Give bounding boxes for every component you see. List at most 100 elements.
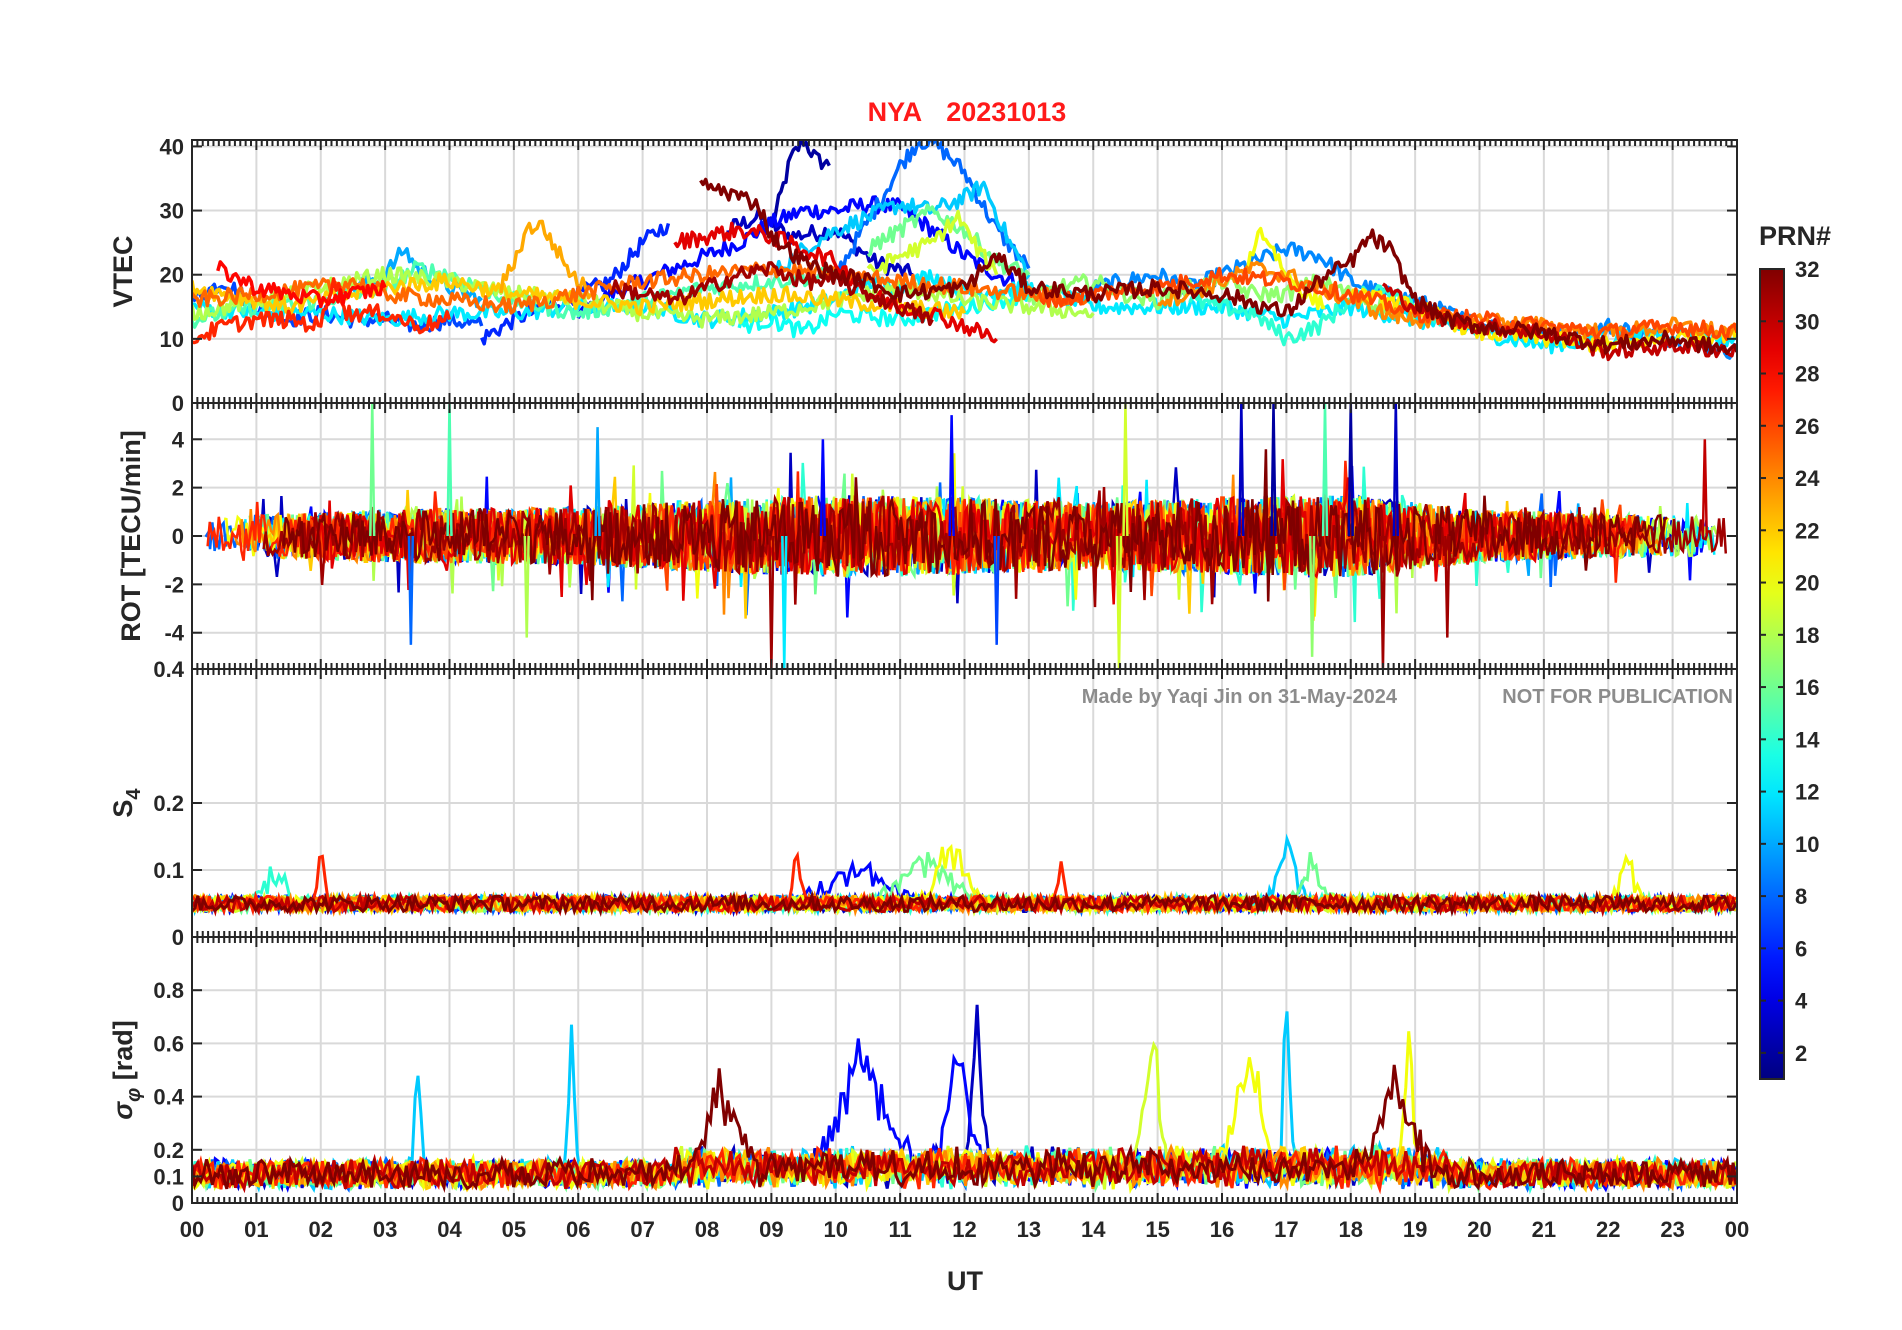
x-tick-label: 07 [630, 1217, 654, 1242]
x-tick-label: 21 [1532, 1217, 1556, 1242]
x-tick-label: 05 [502, 1217, 526, 1242]
rot-spike [1238, 403, 1245, 537]
panel-s4: 0 0.1 0.2 0.4 S4 [108, 657, 1738, 950]
x-axis: 00 01 02 03 04 05 06 07 08 09 10 11 12 13 14 15 16 17 18 19… [180, 1217, 1749, 1242]
vtec-series-prn-5 [576, 195, 1031, 319]
x-tick-label: 01 [244, 1217, 268, 1242]
x-tick-label: 03 [373, 1217, 397, 1242]
colorbar-tick-label: 24 [1795, 466, 1820, 491]
x-tick-label: 18 [1339, 1217, 1363, 1242]
y-tick-label: 0.2 [153, 791, 184, 816]
panel-sigphi-series [192, 1004, 1737, 1195]
x-tick-label: 11 [888, 1217, 911, 1242]
colorbar-tick-label: 2 [1795, 1041, 1807, 1066]
panel-sigphi: 00.10.2 0.4 0.6 0.8 σφ [rad] [108, 936, 1738, 1216]
colorbar-tick-label: 32 [1795, 257, 1819, 282]
y-tick-label: 0.4 [153, 657, 184, 682]
panel-rot-ylabel: ROT [TECU/min] [116, 430, 146, 641]
vtec-series-prn-11 [770, 180, 1031, 280]
rot-spike [1392, 403, 1399, 537]
rot-spike [523, 535, 530, 638]
y-tick-label: 0.6 [153, 1031, 184, 1056]
sigphi-series-prn-27 [192, 1145, 1737, 1195]
colorbar-tick-label: 14 [1795, 727, 1820, 752]
y-tick-label: 20 [160, 263, 184, 288]
rot-spike [948, 415, 955, 537]
watermark-notice: NOT FOR PUBLICATION [1502, 686, 1733, 708]
rot-spike [1115, 535, 1123, 669]
y-tick-label: -2 [164, 572, 184, 597]
colorbar-title: PRN# [1759, 221, 1831, 251]
y-tick-label: 0.8 [153, 978, 184, 1003]
colorbar-tick-label: 18 [1795, 623, 1819, 648]
panel-s4-ylabel: S4 [108, 788, 145, 818]
colorbar-tick-label: 16 [1795, 675, 1819, 700]
x-tick-label: 13 [1017, 1217, 1041, 1242]
x-tick-label: 22 [1596, 1217, 1620, 1242]
x-axis-label: UT [947, 1266, 983, 1296]
vtec-series-prn-22 [192, 272, 967, 320]
colorbar-tick-label: 28 [1795, 362, 1819, 387]
colorbar-tick-label: 4 [1795, 989, 1808, 1014]
y-tick-label: 2 [172, 476, 184, 501]
colorbar-tick-label: 10 [1795, 832, 1819, 857]
rot-spike [1701, 439, 1708, 537]
panel-sigphi-ticks: 00.10.2 0.4 0.6 0.8 [153, 937, 1738, 1216]
colorbar-tick-label: 6 [1795, 936, 1807, 961]
x-tick-label: 23 [1660, 1217, 1684, 1242]
colorbar-tick-label: 8 [1795, 884, 1807, 909]
colorbar-tick-label: 20 [1795, 571, 1819, 596]
y-tick-label: 0.4 [153, 1085, 184, 1110]
rot-series-prn-32 [282, 449, 1668, 602]
vtec-series-prn-2 [770, 140, 831, 229]
vtec-series-prn-19 [866, 209, 999, 276]
rot-spike [1270, 403, 1277, 537]
rot-spike [1122, 403, 1129, 537]
x-tick-label: 14 [1081, 1217, 1106, 1242]
x-tick-label: 10 [824, 1217, 848, 1242]
title-date: 20231013 [946, 97, 1066, 127]
vtec-series-prn-3 [725, 207, 914, 277]
y-tick-label: 0 [172, 1191, 184, 1216]
rot-spike [781, 535, 788, 669]
vtec-series-prn-31 [609, 261, 934, 327]
chart-title: NYA 20231013 [868, 97, 1067, 127]
y-tick-label: 0 [172, 925, 184, 950]
rot-spike [594, 427, 601, 537]
y-tick-label: 30 [160, 199, 184, 224]
title-station: NYA [868, 97, 923, 127]
colorbar-bar [1759, 268, 1785, 1080]
y-tick-label: -4 [164, 621, 184, 646]
rot-spike [1379, 535, 1387, 669]
x-tick-label: 02 [309, 1217, 333, 1242]
panel-vtec-ylabel: VTEC [108, 235, 138, 307]
s4-series-prn-32 [192, 890, 1737, 918]
panel-sigphi-ylabel: σφ [rad] [108, 1020, 145, 1120]
vtec-series-prn-28 [216, 260, 387, 309]
vtec-series-prn-26 [1027, 266, 1737, 342]
y-tick-label: 0.1 [153, 1164, 184, 1189]
y-tick-label: 0 [172, 391, 184, 416]
x-tick-label: 09 [759, 1217, 783, 1242]
watermark-author: Made by Yaqi Jin on 31-May-2024 [1082, 686, 1398, 708]
panel-s4-ticks: 0 0.1 0.2 0.4 [153, 657, 1738, 950]
x-tick-label: 04 [437, 1217, 462, 1242]
rot-spike [768, 535, 775, 669]
rot-spike [1347, 403, 1354, 537]
sigphi-series-prn-32 [192, 1064, 1737, 1193]
panel-vtec-ticks: 0 10 20 30 40 [160, 134, 1738, 416]
rot-spike [1321, 403, 1329, 537]
rot-spike [1308, 535, 1316, 657]
panel-rot-series [204, 403, 1728, 669]
rot-spike [819, 439, 827, 537]
x-tick-label: 15 [1145, 1217, 1169, 1242]
panel-s4-series [192, 833, 1737, 918]
y-tick-label: 40 [160, 134, 184, 159]
colorbar-tick-label: 26 [1795, 414, 1819, 439]
vtec-series-prn-32 [699, 177, 1737, 356]
colorbar-tick-label: 22 [1795, 518, 1819, 543]
vtec-series-prn-29 [673, 221, 998, 344]
x-tick-label: 16 [1210, 1217, 1234, 1242]
